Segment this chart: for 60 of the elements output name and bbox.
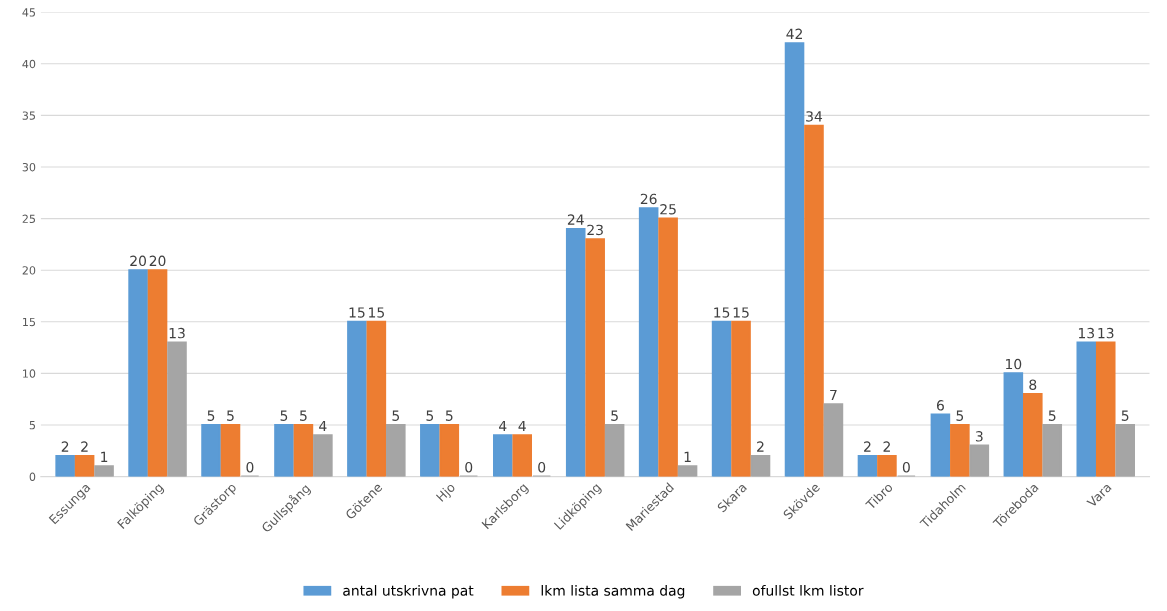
data-label: 23 <box>587 224 603 236</box>
data-label: 13 <box>169 327 185 339</box>
data-label: 0 <box>538 461 546 473</box>
data-label: 5 <box>1048 410 1056 421</box>
data-label: 3 <box>975 431 983 442</box>
data-label: 2 <box>81 441 88 452</box>
data-label: 10 <box>1006 358 1022 370</box>
data-label: 20 <box>130 255 147 267</box>
y-tick-label: 45 <box>22 8 36 17</box>
data-label: 20 <box>149 255 166 267</box>
y-tick-label: 30 <box>22 162 36 172</box>
data-label: 5 <box>426 410 434 421</box>
data-label: 5 <box>227 410 234 421</box>
data-label: 1 <box>101 451 108 462</box>
x-tick-label: Hjo <box>435 481 458 504</box>
data-label: 2 <box>61 441 69 452</box>
y-tick-label: 20 <box>22 266 36 275</box>
data-label: 4 <box>499 420 507 432</box>
data-label: 8 <box>1029 379 1037 390</box>
data-label: 15 <box>733 307 749 318</box>
data-label: 6 <box>936 400 944 411</box>
data-label: 13 <box>1078 327 1095 339</box>
legend-label: ofullst lkm listor <box>752 585 864 596</box>
data-label: 25 <box>660 204 676 215</box>
data-label: 5 <box>280 410 288 421</box>
legend-label: lkm lista samma dag <box>541 585 685 599</box>
x-tick-label: Vara <box>1086 482 1112 509</box>
y-tick-label: 5 <box>29 421 36 430</box>
y-tick-label: 25 <box>22 214 36 223</box>
data-label: 2 <box>757 441 764 452</box>
data-label: 26 <box>640 193 657 205</box>
data-label: 0 <box>902 461 910 473</box>
data-label: 2 <box>864 441 871 452</box>
y-tick-label: 15 <box>23 317 36 327</box>
y-tick-label: 0 <box>29 472 36 481</box>
legend-label: antal utskrivna pat <box>343 585 474 599</box>
data-label: 5 <box>445 410 453 421</box>
data-label: 4 <box>518 420 526 432</box>
data-label: 5 <box>611 410 618 421</box>
data-label: 5 <box>392 410 400 421</box>
data-label: 15 <box>369 307 384 318</box>
y-tick-label: 10 <box>23 369 36 378</box>
data-label: 5 <box>956 410 964 421</box>
data-label: 1 <box>684 451 691 462</box>
y-tick-label: 40 <box>22 59 36 69</box>
data-label: 5 <box>300 410 307 421</box>
data-label: 24 <box>567 214 584 225</box>
data-label: 15 <box>349 307 365 318</box>
data-label: 34 <box>806 111 823 122</box>
data-label: 42 <box>786 28 802 39</box>
data-label: 0 <box>246 461 254 473</box>
data-label: 5 <box>1121 410 1129 421</box>
data-label: 2 <box>883 441 890 452</box>
data-label: 13 <box>1098 327 1114 339</box>
data-label: 5 <box>207 410 215 421</box>
data-label: 7 <box>830 389 837 401</box>
data-label: 0 <box>465 461 473 473</box>
data-label: 4 <box>319 420 327 432</box>
data-label: 15 <box>714 307 730 318</box>
y-tick-label: 35 <box>22 111 36 120</box>
